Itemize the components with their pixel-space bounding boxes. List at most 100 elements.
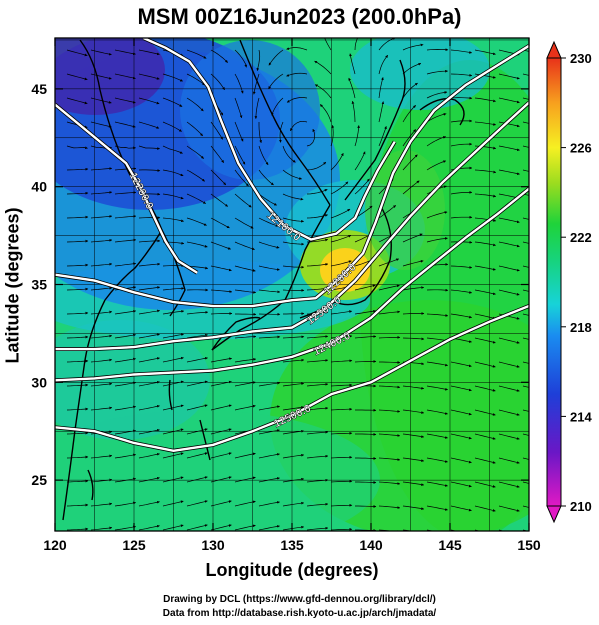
streamline: [378, 409, 401, 413]
streamline: [306, 359, 329, 363]
streamline: [66, 49, 88, 57]
streamline: [498, 121, 520, 128]
streamline: [162, 73, 183, 82]
streamline: [258, 453, 280, 459]
streamline: [474, 97, 496, 103]
streamline: [402, 82, 418, 99]
streamline: [138, 309, 160, 315]
streamline: [498, 385, 520, 392]
streamline: [234, 97, 243, 119]
streamline: [522, 265, 529, 268]
streamline: [378, 505, 401, 510]
streamline: [234, 265, 256, 272]
streamline: [522, 289, 529, 292]
streamline: [66, 215, 89, 219]
streamline: [474, 241, 496, 247]
streamline: [450, 433, 472, 440]
streamline: [66, 167, 89, 171]
contour-line: [55, 103, 198, 274]
streamline: [474, 145, 497, 150]
y-tick-label: 35: [31, 277, 47, 293]
colorbar-tick-label: 210: [570, 499, 592, 514]
streamline: [498, 361, 520, 368]
streamline: [474, 49, 496, 56]
streamline: [114, 381, 136, 387]
streamline: [66, 97, 88, 105]
streamline: [314, 84, 332, 99]
streamline: [426, 91, 448, 99]
streamline: [282, 358, 305, 363]
streamline: [498, 145, 520, 152]
streamline: [66, 287, 89, 291]
x-tick-label: 145: [438, 537, 462, 553]
streamline: [282, 501, 305, 507]
streamline: [498, 73, 520, 80]
streamline: [234, 524, 256, 531]
streamline: [210, 241, 231, 250]
streamline: [258, 193, 277, 206]
streamline: [234, 452, 256, 459]
streamline: [66, 239, 89, 243]
streamline: [348, 77, 356, 99]
streamline: [278, 121, 284, 143]
x-tick-label: 135: [280, 537, 304, 553]
streamline: [282, 405, 305, 411]
streamline: [234, 217, 254, 229]
streamline: [306, 382, 329, 387]
streamline: [138, 239, 161, 243]
streamline: [522, 385, 529, 388]
streamline: [258, 265, 280, 271]
streamline: [306, 406, 329, 411]
streamline: [426, 433, 448, 439]
colorbar-scale: [546, 57, 562, 507]
colorbar-tick-label: 222: [570, 230, 592, 245]
streamline: [114, 238, 137, 243]
streamline: [138, 145, 160, 150]
streamline: [66, 73, 88, 81]
streamline: [349, 53, 356, 75]
streamline: [234, 169, 249, 187]
streamline: [258, 335, 281, 339]
streamline: [138, 381, 160, 387]
streamline: [450, 409, 472, 416]
colorbar-ticks: 210 214 218 222 226 230: [561, 51, 592, 514]
streamline: [210, 357, 232, 363]
streamline: [426, 288, 449, 292]
streamline: [498, 169, 520, 175]
streamline: [252, 73, 260, 95]
streamline: [330, 431, 353, 435]
streamline: [234, 193, 252, 208]
streamline: [378, 385, 401, 389]
streamline: [378, 457, 401, 462]
streamline: [402, 481, 425, 486]
streamline: [522, 217, 529, 220]
streamline: [114, 97, 136, 104]
credit-drawing: Drawing by DCL (https://www.gfd-dennou.o…: [163, 594, 436, 605]
streamline: [66, 431, 89, 435]
streamline: [282, 335, 305, 339]
streamline: [210, 476, 232, 483]
streamline: [522, 337, 529, 340]
streamline: [210, 452, 232, 459]
streamline: [306, 262, 329, 267]
streamline: [210, 404, 232, 411]
streamline: [402, 385, 425, 390]
streamline: [114, 49, 136, 56]
streamline: [282, 169, 302, 180]
streamline: [330, 455, 353, 459]
streamline: [162, 404, 184, 411]
streamline: [330, 310, 353, 315]
streamline: [282, 217, 304, 223]
streamline: [351, 100, 356, 123]
streamline: [378, 54, 389, 75]
streamline: [306, 454, 329, 459]
streamline: [286, 97, 308, 103]
streamline: [286, 47, 308, 51]
x-tick-label: 125: [122, 537, 146, 553]
streamline: [138, 500, 160, 507]
streamline: [474, 361, 496, 368]
streamline: [426, 361, 448, 367]
streamline: [324, 38, 332, 51]
streamline: [138, 262, 161, 267]
streamline: [354, 125, 360, 147]
